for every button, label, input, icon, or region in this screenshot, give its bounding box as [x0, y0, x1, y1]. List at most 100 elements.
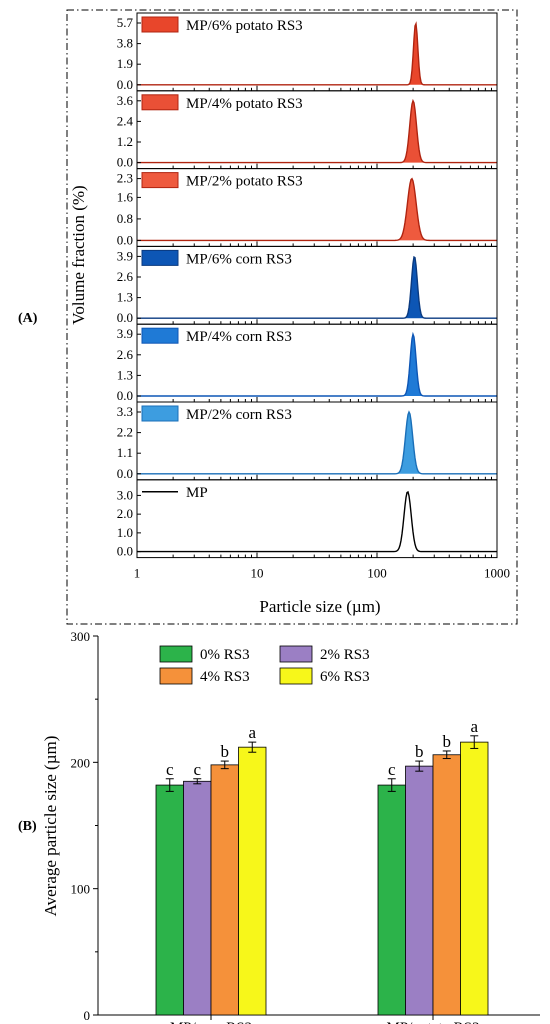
legend-swatch — [159, 645, 193, 663]
legend-swatch — [279, 667, 313, 685]
legend-label: 4% RS3 — [200, 669, 250, 685]
legend-swatch — [141, 327, 179, 344]
y-tick-label: 1.2 — [117, 134, 133, 149]
y-tick-label: 1.6 — [117, 189, 134, 204]
significance-label: c — [193, 760, 201, 779]
legend-swatch — [141, 405, 179, 422]
legend-swatch — [159, 667, 193, 685]
bar — [155, 784, 184, 1016]
y-tick-label: 1.3 — [117, 367, 133, 382]
legend-label: 2% RS3 — [320, 647, 370, 663]
legend-label: MP/4% corn RS3 — [186, 329, 292, 345]
bar-chart: 0100200300MP/corn RS3ccbaMP/potato RS3cb… — [71, 629, 540, 1024]
x-tick-label: 100 — [367, 566, 387, 581]
y-tick-label: 2.0 — [117, 506, 133, 521]
panel-b-ylabel: Average particle size (µm) — [41, 736, 60, 917]
bar — [210, 764, 239, 1016]
distribution-line — [137, 255, 497, 319]
y-tick-label: 3.9 — [117, 248, 133, 263]
distribution-panel: 0.0 1.3 2.6 3.9 MP/6% corn RS3 — [117, 245, 498, 325]
y-tick-label: 0.0 — [117, 155, 133, 170]
distribution-panel: 0.0 1.1 2.2 3.3 MP/2% corn RS3 — [117, 401, 498, 481]
x-tick-label: 10 — [251, 566, 264, 581]
panel-b-label: (B) — [18, 819, 37, 834]
distribution-panel: 0.0 1.9 3.8 5.7 MP/6% potato RS3 — [117, 12, 498, 92]
y-tick-label: 200 — [71, 755, 91, 770]
category-label: MP/corn RS3 — [170, 1020, 252, 1024]
legend-swatch — [141, 16, 179, 33]
x-tick-label: 1000 — [484, 566, 510, 581]
y-tick-label: 0.0 — [117, 232, 133, 247]
bar — [377, 784, 406, 1016]
distribution-line — [137, 98, 497, 164]
distribution-panel: 0.0 1.3 2.6 3.9 MP/4% corn RS3 — [117, 323, 498, 403]
distribution-panel: 0.0 1.0 2.0 3.0 MP — [117, 479, 498, 559]
y-tick-label: 100 — [71, 882, 91, 897]
significance-label: a — [248, 723, 256, 742]
y-tick-label: 3.6 — [117, 93, 134, 108]
y-tick-label: 2.3 — [117, 171, 133, 186]
bar — [238, 746, 267, 1016]
y-tick-label: 0 — [84, 1008, 91, 1023]
bar — [183, 780, 212, 1016]
y-tick-label: 1.3 — [117, 290, 133, 305]
y-tick-label: 3.9 — [117, 326, 133, 341]
y-tick-label: 0.0 — [117, 544, 133, 559]
distribution-panels: 0.0 1.9 3.8 5.7 MP/6% potato RS3 0.0 1.2 2.4 3.6… — [117, 12, 510, 581]
panel-frame — [136, 479, 498, 559]
significance-label: c — [388, 760, 396, 779]
y-tick-label: 2.6 — [117, 269, 134, 284]
y-tick-label: 0.0 — [117, 77, 133, 92]
legend-swatch — [141, 249, 179, 266]
distribution-line — [137, 21, 497, 86]
y-tick-label: 0.0 — [117, 466, 133, 481]
legend-label: MP/6% corn RS3 — [186, 251, 292, 267]
y-tick-label: 3.8 — [117, 36, 133, 51]
significance-label: b — [221, 742, 230, 761]
y-tick-label: 2.2 — [117, 425, 133, 440]
y-tick-label: 2.4 — [117, 113, 134, 128]
y-tick-label: 3.0 — [117, 487, 133, 502]
panel-a-label: (A) — [18, 311, 38, 326]
y-tick-label: 1.1 — [117, 445, 133, 460]
y-tick-label: 5.7 — [117, 15, 134, 30]
legend-swatch — [279, 645, 313, 663]
y-tick-label: 0.8 — [117, 211, 133, 226]
distribution-line — [137, 177, 497, 242]
significance-label: b — [415, 742, 424, 761]
bar — [460, 741, 489, 1016]
panel-a-frame — [66, 9, 518, 625]
y-tick-label: 300 — [71, 629, 91, 644]
panel-a-ylabel: Volume fraction (%) — [69, 185, 88, 324]
legend-swatch — [141, 172, 179, 189]
y-tick-label: 0.0 — [117, 310, 133, 325]
legend-swatch — [141, 94, 179, 111]
distribution-panel: 0.0 1.2 2.4 3.6 MP/4% potato RS3 — [117, 90, 498, 170]
distribution-line — [137, 331, 497, 397]
distribution-line — [137, 490, 497, 553]
bar — [405, 765, 434, 1016]
legend-label: MP/2% corn RS3 — [186, 407, 292, 423]
y-tick-label: 1.9 — [117, 56, 133, 71]
bar — [432, 754, 461, 1016]
y-tick-label: 3.3 — [117, 404, 133, 419]
legend-label: 0% RS3 — [200, 647, 250, 663]
x-tick-label: 1 — [134, 566, 141, 581]
y-tick-label: 2.6 — [117, 347, 134, 362]
distribution-panel: 0.0 0.8 1.6 2.3 MP/2% potato RS3 — [117, 168, 498, 247]
panel-a-xlabel: Particle size (µm) — [259, 597, 380, 616]
y-tick-label: 1.0 — [117, 525, 133, 540]
significance-label: a — [470, 717, 478, 736]
distribution-line — [137, 410, 497, 475]
significance-label: c — [166, 760, 174, 779]
legend-label: MP/2% potato RS3 — [186, 174, 303, 190]
significance-label: b — [443, 732, 452, 751]
legend-label: MP — [186, 485, 208, 501]
legend-label: MP/6% potato RS3 — [186, 18, 303, 34]
y-tick-label: 0.0 — [117, 388, 133, 403]
category-label: MP/potato RS3 — [387, 1020, 480, 1024]
legend-label: MP/4% potato RS3 — [186, 96, 303, 112]
legend-label: 6% RS3 — [320, 669, 370, 685]
distribution-area — [137, 178, 497, 241]
